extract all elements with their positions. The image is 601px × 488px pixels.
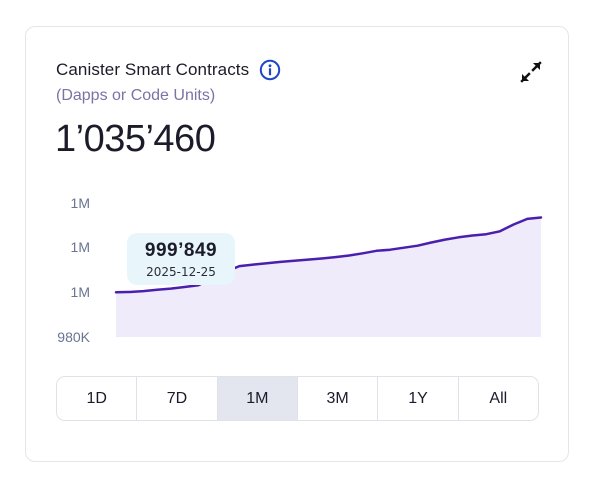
title-row: Canister Smart Contracts <box>56 59 281 81</box>
y-tick-label: 1M <box>71 284 90 300</box>
range-button-1d[interactable]: 1D <box>57 377 138 420</box>
tooltip-value: 999’849 <box>144 240 218 261</box>
range-button-7d[interactable]: 7D <box>137 377 218 420</box>
expand-arrows-icon[interactable] <box>519 60 543 84</box>
chart-tooltip: 999’849 2025-12-25 <box>127 233 235 285</box>
range-button-1m[interactable]: 1M <box>217 377 298 420</box>
card-title: Canister Smart Contracts <box>56 60 250 79</box>
tooltip-date: 2025-12-25 <box>146 265 216 279</box>
chart-area-fill <box>116 217 541 337</box>
range-button-1y[interactable]: 1Y <box>378 377 459 420</box>
area-chart: 1M 1M 1M 980K <box>57 195 543 345</box>
range-button-all[interactable]: All <box>458 377 538 420</box>
y-axis-ticks: 1M 1M 1M 980K <box>57 195 90 345</box>
info-circle-icon[interactable] <box>259 59 281 81</box>
time-range-selector: 1D 7D 1M 3M 1Y All <box>56 376 539 421</box>
metric-value: 1’035’460 <box>55 118 216 160</box>
y-tick-label: 1M <box>71 239 90 255</box>
y-tick-label: 980K <box>57 329 90 345</box>
chart-card: Canister Smart Contracts (Dapps or Code … <box>25 26 569 462</box>
y-tick-label: 1M <box>71 195 90 211</box>
range-button-3m[interactable]: 3M <box>297 377 379 420</box>
card-subtitle: (Dapps or Code Units) <box>56 87 216 104</box>
chart-series-line <box>114 216 543 294</box>
